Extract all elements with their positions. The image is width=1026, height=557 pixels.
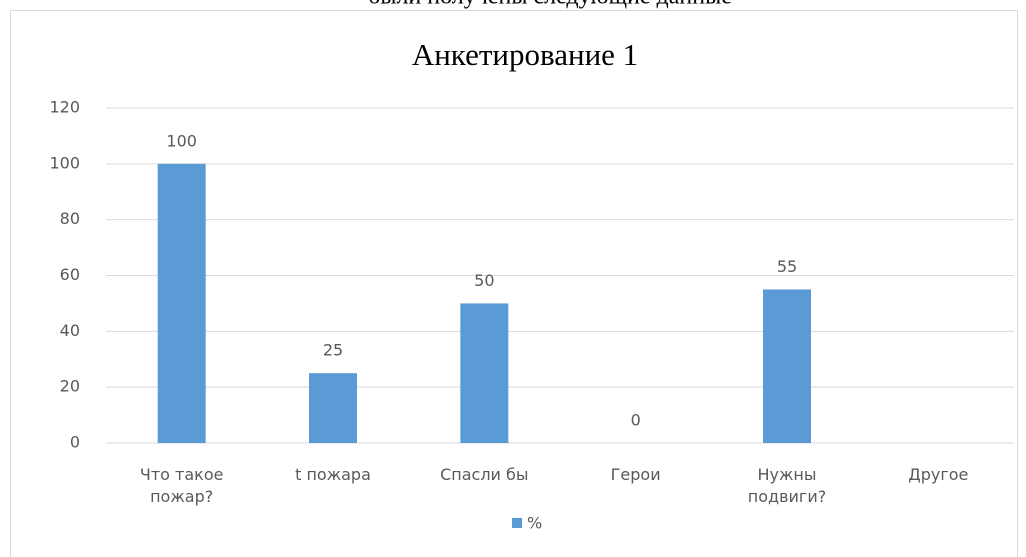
chart-title: Анкетирование 1 [412,37,638,72]
x-tick-label: Нужны подвиги? [747,465,827,506]
bar [157,163,206,444]
y-tick-label: 20 [60,377,80,396]
chart-frame [10,10,1018,557]
y-tick-label: 60 [60,265,80,284]
y-tick-label: 80 [60,209,80,228]
data-label: 55 [777,257,797,276]
x-tick-label: Спасли бы [440,465,529,484]
y-tick-label: 100 [49,153,80,172]
x-tick-label: t пожара [295,465,371,484]
legend-swatch [512,518,522,528]
y-tick-label: 40 [60,321,80,340]
x-tick-label: Герои [610,465,661,484]
data-label: 50 [474,271,494,290]
x-tick-label: Другое [908,465,969,484]
x-tick-label: Что такое пожар? [139,465,224,506]
bar [460,303,509,443]
caption: были получены следующие данные [368,0,732,10]
y-tick-label: 120 [49,98,80,117]
legend-label: % [527,514,542,533]
bar [763,289,811,443]
data-label: 100 [166,131,197,150]
bar [309,373,357,443]
data-label: 25 [323,341,343,360]
y-tick-label: 0 [70,433,80,452]
data-label: 0 [631,411,641,430]
